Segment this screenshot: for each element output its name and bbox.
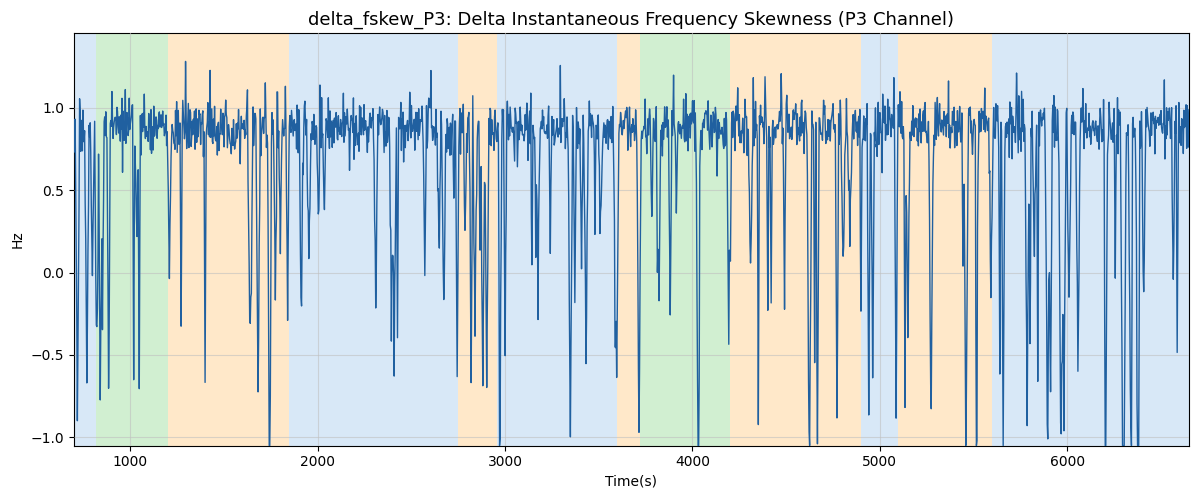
Y-axis label: Hz: Hz	[11, 230, 25, 248]
Bar	[899, 34, 992, 446]
Bar	[74, 34, 96, 446]
Bar	[289, 34, 458, 446]
Title: delta_fskew_P3: Delta Instantaneous Frequency Skewness (P3 Channel): delta_fskew_P3: Delta Instantaneous Freq…	[308, 11, 954, 30]
Bar	[617, 34, 640, 446]
Bar	[860, 34, 899, 446]
Bar	[992, 34, 1189, 446]
X-axis label: Time(s): Time(s)	[606, 475, 658, 489]
Bar	[458, 34, 498, 446]
Bar	[498, 34, 617, 446]
Bar	[640, 34, 730, 446]
Bar	[96, 34, 168, 446]
Bar	[730, 34, 860, 446]
Bar	[168, 34, 289, 446]
